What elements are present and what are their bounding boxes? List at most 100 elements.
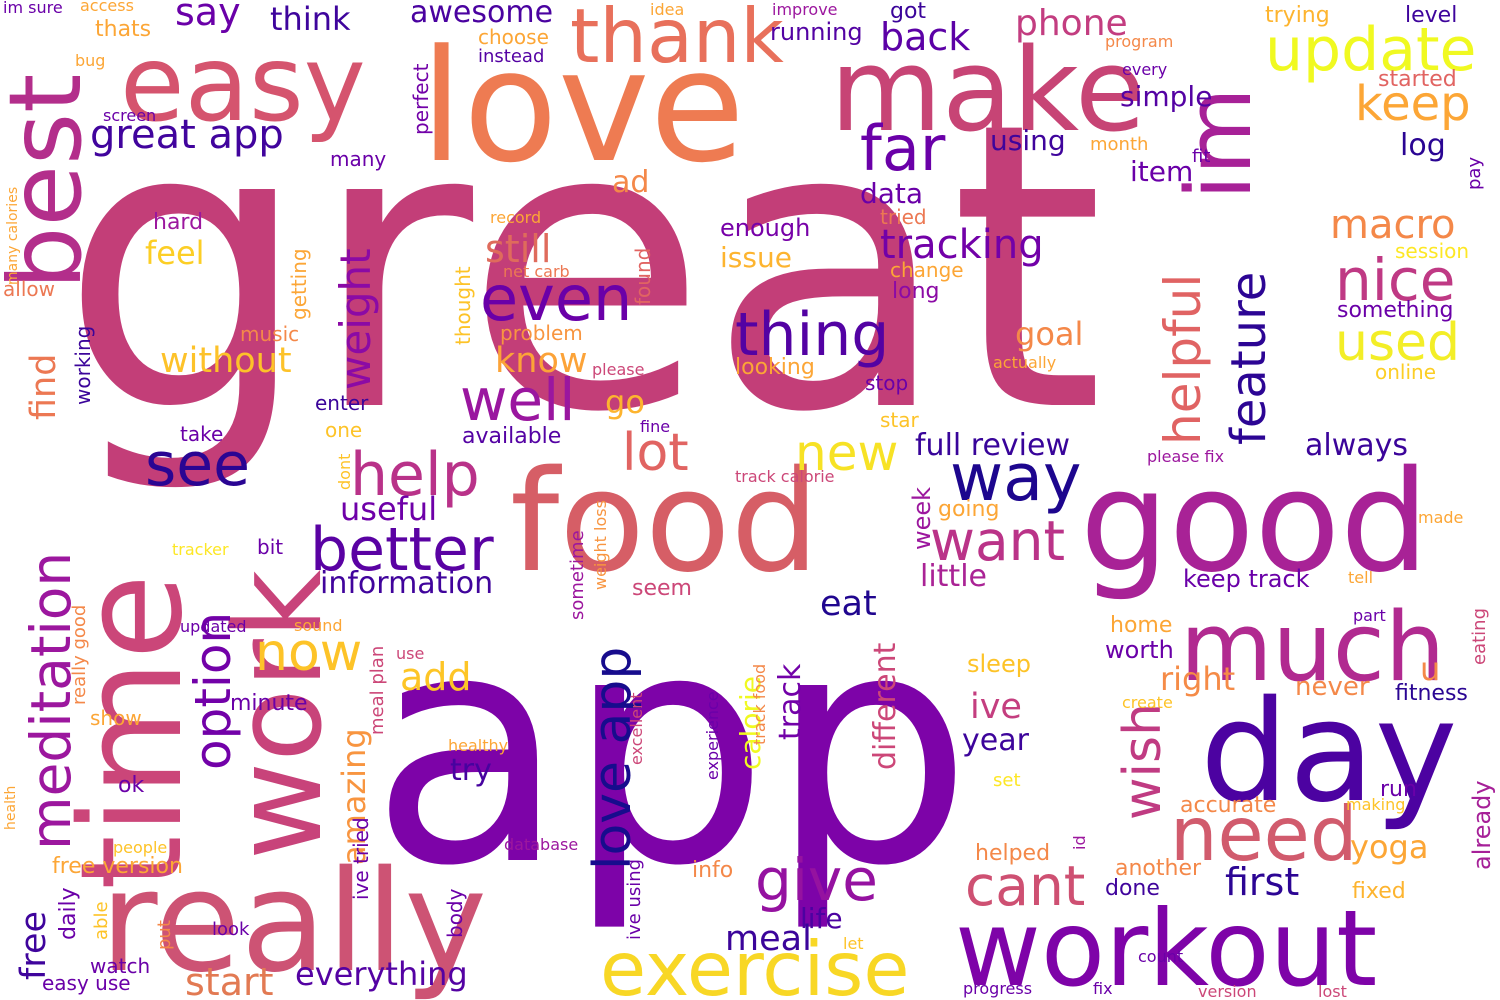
word-change: change: [890, 258, 964, 282]
word-phone: phone: [1015, 3, 1128, 44]
word-already: already: [1468, 780, 1496, 870]
word-cant: cant: [965, 854, 1085, 918]
word-choose: choose: [478, 25, 549, 49]
word-actually: actually: [993, 353, 1056, 372]
word-dont: dont: [335, 454, 354, 490]
word-something: something: [1337, 298, 1453, 323]
word-want: want: [930, 509, 1065, 573]
word-time: time: [51, 574, 214, 890]
word-fit: fit: [1192, 146, 1210, 167]
word-help: help: [350, 440, 480, 510]
word-tried: tried: [880, 205, 927, 229]
word-everything: everything: [295, 955, 468, 993]
word-know: know: [495, 341, 588, 381]
word-give: give: [755, 846, 878, 914]
word-problem: problem: [500, 321, 583, 345]
word-meditation: meditation: [19, 552, 83, 850]
word-thing: thing: [735, 300, 889, 370]
word-database: database: [504, 835, 578, 854]
word-ad: ad: [612, 165, 649, 200]
word-well: well: [460, 366, 575, 434]
word-using: using: [990, 124, 1066, 157]
word-found: found: [631, 248, 655, 305]
word-bit: bit: [257, 535, 283, 559]
word-little: little: [920, 559, 987, 594]
word-one: one: [325, 418, 362, 442]
word-start: start: [185, 960, 274, 1000]
word-bug: bug: [75, 51, 105, 70]
word-add: add: [400, 655, 472, 699]
word-great: great: [60, 39, 1104, 499]
word-session: session: [1395, 239, 1469, 263]
word-life: life: [800, 902, 843, 935]
word-online: online: [1375, 360, 1436, 384]
word-trying: trying: [1265, 3, 1330, 28]
word-eat: eat: [820, 584, 877, 624]
word-please: please: [592, 360, 644, 379]
word-worth: worth: [1105, 636, 1174, 664]
word-feature: feature: [1221, 272, 1277, 445]
word-make: make: [830, 24, 1146, 158]
word-full-review: full review: [915, 428, 1070, 463]
word-started: started: [1378, 67, 1457, 92]
word-free-version: free version: [52, 854, 183, 879]
word-many: many: [330, 147, 386, 171]
word-helped: helped: [975, 841, 1050, 866]
word-sound: sound: [294, 616, 343, 635]
word-music: music: [240, 322, 299, 346]
word-goal: goal: [1015, 315, 1083, 353]
word-people: people: [113, 838, 167, 857]
word-part: part: [1353, 606, 1386, 625]
word-need: need: [1170, 790, 1357, 878]
word-back: back: [880, 15, 970, 59]
word-tracker: tracker: [172, 540, 229, 559]
word-fixed: fixed: [1352, 879, 1406, 904]
word-stop: stop: [865, 371, 908, 395]
word-set: set: [993, 770, 1021, 791]
word-wish: wish: [1113, 703, 1173, 820]
word-never: never: [1295, 672, 1370, 702]
word-access: access: [80, 0, 134, 15]
word-food: food: [510, 441, 819, 604]
word-take: take: [180, 422, 223, 446]
word-better: better: [310, 515, 494, 585]
word-update: update: [1265, 15, 1476, 85]
word-really-good: really good: [69, 605, 90, 705]
word-right: right: [1160, 660, 1235, 698]
word-put: put: [154, 920, 175, 950]
word-information: information: [320, 566, 493, 601]
word-work: work: [210, 569, 349, 860]
word-many-calories: many calories: [5, 187, 21, 285]
word-best: best: [0, 74, 104, 290]
word-idea: idea: [650, 0, 684, 19]
word-done: done: [1105, 876, 1160, 901]
word-nice: nice: [1335, 246, 1455, 314]
word-long: long: [892, 279, 939, 304]
word-excellent: excellent: [627, 692, 646, 765]
word-new: new: [795, 424, 898, 482]
word-lot: lot: [622, 423, 689, 483]
word-please-fix: please fix: [1147, 447, 1224, 466]
word-macro: macro: [1330, 202, 1456, 248]
word-look: look: [212, 919, 250, 940]
word-yoga: yoga: [1350, 828, 1428, 866]
word-used: used: [1335, 313, 1460, 373]
word-use: use: [396, 644, 424, 663]
word-love: love: [420, 16, 745, 197]
word-info: info: [692, 858, 733, 883]
word-far: far: [860, 112, 946, 185]
word-allow: allow: [3, 277, 55, 301]
word-workout: workout: [955, 888, 1377, 1000]
word-updated: updated: [180, 617, 247, 636]
word-program: program: [1105, 32, 1173, 51]
word-perfect: perfect: [409, 63, 433, 135]
word-tracking: tracking: [880, 222, 1044, 268]
word-say: say: [175, 0, 241, 34]
word-option: option: [184, 612, 242, 770]
word-issue: issue: [720, 241, 792, 274]
word-record: record: [490, 208, 541, 227]
word-star: star: [880, 408, 920, 432]
word-different: different: [868, 642, 903, 770]
